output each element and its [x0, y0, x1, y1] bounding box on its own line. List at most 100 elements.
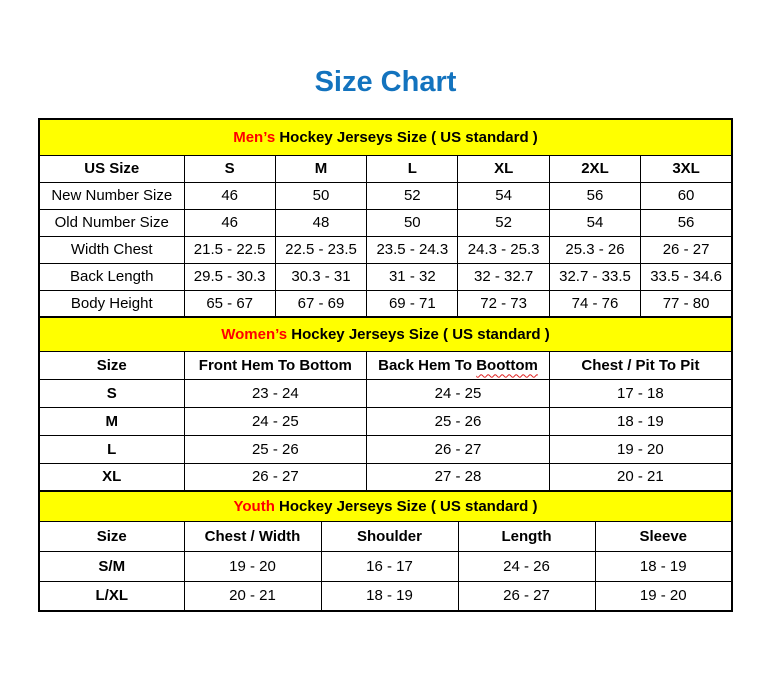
youth-banner-highlight: Youth: [233, 497, 275, 515]
size-value: 30.3 - 31: [274, 262, 368, 291]
womens-header-row: Size Front Hem To Bottom Back Hem To Boo…: [38, 350, 733, 380]
table-row: XL 26 - 27 27 - 28 20 - 21: [38, 462, 733, 492]
youth-col-header: Chest / Width: [183, 520, 322, 552]
womens-banner-row: Women’s Hockey Jerseys Size ( US standar…: [38, 316, 733, 352]
womens-col-header: Front Hem To Bottom: [183, 350, 368, 380]
size-value: 77 - 80: [640, 289, 733, 318]
size-chart: Men’s Hockey Jerseys Size ( US standard …: [38, 118, 733, 612]
size-value: 32.7 - 33.5: [548, 262, 642, 291]
youth-header-row: Size Chest / Width Shoulder Length Sleev…: [38, 520, 733, 552]
size-value: 20 - 21: [183, 580, 322, 612]
size-value: 46: [183, 208, 276, 237]
mens-row-label: Width Chest: [38, 235, 185, 264]
size-value: 24 - 25: [366, 378, 550, 408]
size-value: 18 - 19: [594, 550, 733, 582]
mens-col-header: S: [183, 154, 276, 183]
mens-row-label: New Number Size: [38, 181, 185, 210]
size-value: 26 - 27: [366, 434, 550, 464]
youth-col-header: Size: [38, 520, 185, 552]
mens-col-header: L: [366, 154, 459, 183]
size-value: 23.5 - 24.3: [366, 235, 459, 264]
size-value: 48: [274, 208, 368, 237]
size-value: 18 - 19: [320, 580, 459, 612]
mens-header-row: US Size S M L XL 2XL 3XL: [38, 154, 733, 183]
size-value: 52: [457, 208, 550, 237]
table-row: S/M 19 - 20 16 - 17 24 - 26 18 - 19: [38, 550, 733, 582]
size-value: 24.3 - 25.3: [457, 235, 550, 264]
size-value: 33.5 - 34.6: [640, 262, 733, 291]
size-value: 60: [640, 181, 733, 210]
youth-row-label: S/M: [38, 550, 185, 582]
mens-banner-text: Hockey Jerseys Size ( US standard ): [279, 128, 538, 146]
size-value: 32 - 32.7: [457, 262, 550, 291]
size-value: 25.3 - 26: [548, 235, 642, 264]
size-value: 29.5 - 30.3: [183, 262, 276, 291]
mens-row-label: Body Height: [38, 289, 185, 318]
size-value: 17 - 18: [548, 378, 733, 408]
table-row: New Number Size 46 50 52 54 56 60: [38, 181, 733, 210]
mens-banner-row: Men’s Hockey Jerseys Size ( US standard …: [38, 118, 733, 156]
size-value: 21.5 - 22.5: [183, 235, 276, 264]
table-row: L/XL 20 - 21 18 - 19 26 - 27 19 - 20: [38, 580, 733, 612]
womens-col-header: Size: [38, 350, 185, 380]
table-row: S 23 - 24 24 - 25 17 - 18: [38, 378, 733, 408]
table-row: M 24 - 25 25 - 26 18 - 19: [38, 406, 733, 436]
size-value: 26 - 27: [183, 462, 368, 492]
size-value: 23 - 24: [183, 378, 368, 408]
youth-row-label: L/XL: [38, 580, 185, 612]
table-row: Width Chest 21.5 - 22.5 22.5 - 23.5 23.5…: [38, 235, 733, 264]
page-title: Size Chart: [314, 66, 457, 98]
size-value: 26 - 27: [640, 235, 733, 264]
table-row: Body Height 65 - 67 67 - 69 69 - 71 72 -…: [38, 289, 733, 318]
size-value: 52: [366, 181, 459, 210]
womens-size-table: Women’s Hockey Jerseys Size ( US standar…: [38, 316, 733, 492]
size-value: 31 - 32: [366, 262, 459, 291]
youth-banner-row: Youth Hockey Jerseys Size ( US standard …: [38, 490, 733, 522]
size-value: 19 - 20: [548, 434, 733, 464]
size-value: 25 - 26: [183, 434, 368, 464]
table-row: Back Length 29.5 - 30.3 30.3 - 31 31 - 3…: [38, 262, 733, 291]
womens-row-label: M: [38, 406, 185, 436]
womens-banner-highlight: Women’s: [221, 325, 288, 343]
size-value: 74 - 76: [548, 289, 642, 318]
size-value: 56: [548, 181, 642, 210]
size-value: 46: [183, 181, 276, 210]
mens-size-table: Men’s Hockey Jerseys Size ( US standard …: [38, 118, 733, 318]
youth-banner-text: Hockey Jerseys Size ( US standard ): [279, 497, 538, 515]
misspelled-word: Boottom: [476, 356, 538, 374]
mens-col-header: M: [274, 154, 368, 183]
mens-col-header: US Size: [38, 154, 185, 183]
womens-col-header: Chest / Pit To Pit: [548, 350, 733, 380]
size-value: 26 - 27: [457, 580, 596, 612]
mens-row-label: Back Length: [38, 262, 185, 291]
size-value: 72 - 73: [457, 289, 550, 318]
womens-row-label: XL: [38, 462, 185, 492]
womens-row-label: L: [38, 434, 185, 464]
size-value: 22.5 - 23.5: [274, 235, 368, 264]
mens-col-header: XL: [457, 154, 550, 183]
size-value: 25 - 26: [366, 406, 550, 436]
size-value: 19 - 20: [183, 550, 322, 582]
womens-section-banner: Women’s Hockey Jerseys Size ( US standar…: [38, 316, 733, 352]
mens-section-banner: Men’s Hockey Jerseys Size ( US standard …: [38, 118, 733, 156]
mens-col-header: 3XL: [640, 154, 733, 183]
size-value: 54: [548, 208, 642, 237]
youth-col-header: Length: [457, 520, 596, 552]
size-value: 69 - 71: [366, 289, 459, 318]
mens-banner-highlight: Men’s: [233, 128, 276, 146]
mens-row-label: Old Number Size: [38, 208, 185, 237]
size-value: 19 - 20: [594, 580, 733, 612]
womens-row-label: S: [38, 378, 185, 408]
size-value: 16 - 17: [320, 550, 459, 582]
size-value: 50: [366, 208, 459, 237]
size-value: 56: [640, 208, 733, 237]
mens-col-header: 2XL: [548, 154, 642, 183]
size-value: 24 - 26: [457, 550, 596, 582]
size-value: 24 - 25: [183, 406, 368, 436]
size-value: 50: [274, 181, 368, 210]
size-value: 20 - 21: [548, 462, 733, 492]
size-value: 65 - 67: [183, 289, 276, 318]
youth-col-header: Sleeve: [594, 520, 733, 552]
youth-size-table: Youth Hockey Jerseys Size ( US standard …: [38, 490, 733, 612]
